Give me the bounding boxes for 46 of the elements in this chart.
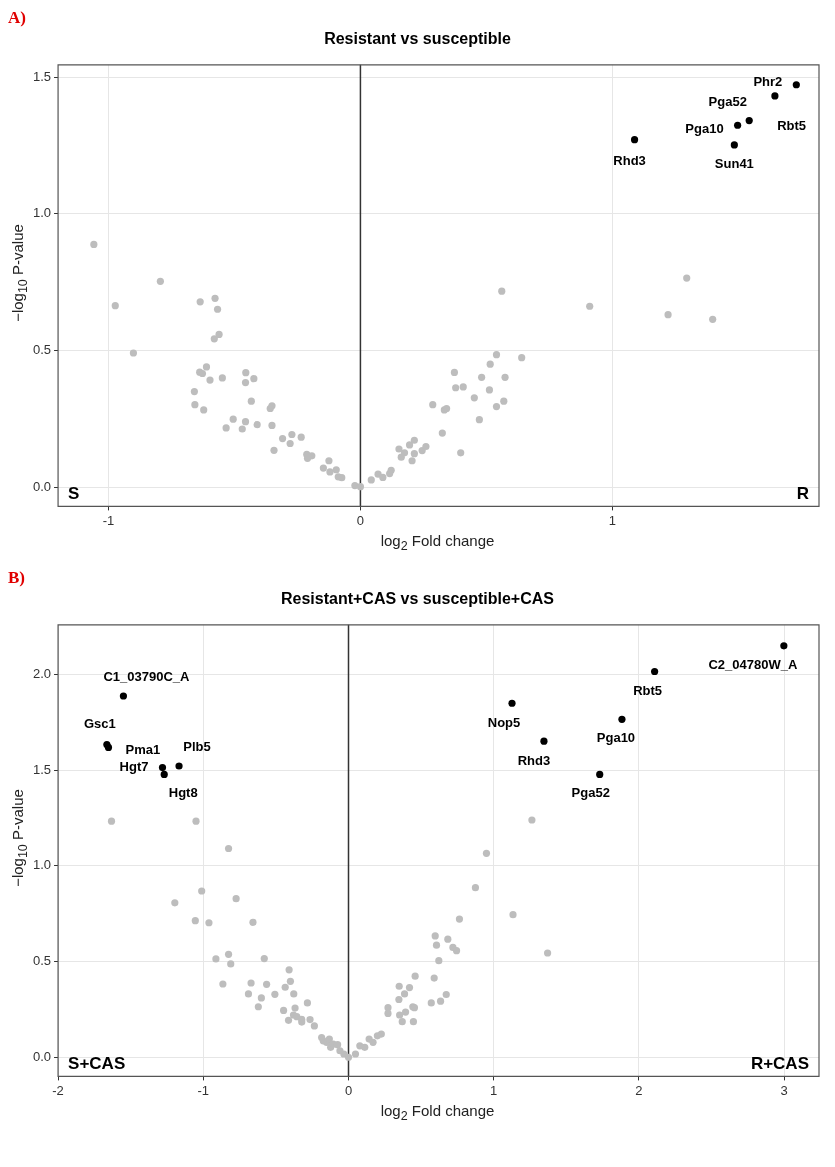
y-tick-label: 0.5 — [32, 953, 52, 969]
y-tick-label: 1.0 — [32, 857, 52, 873]
text: A) — [8, 8, 27, 29]
x-tick-label: 0 — [356, 512, 365, 528]
annotation: Rhd3 — [613, 153, 646, 169]
y-tick-label: 0.0 — [32, 478, 52, 494]
x-axis-title: log$_{2}$ Fold change — [379, 532, 496, 554]
x-tick-label: 2 — [635, 1082, 643, 1098]
x-tick-label: 3 — [780, 1082, 788, 1098]
annotation: S+CAS — [68, 1053, 126, 1073]
annotation: Hgt8 — [168, 785, 198, 801]
chart-title: Resistant vs susceptible — [323, 30, 512, 49]
x-tick-label: 0 — [344, 1082, 353, 1098]
text: B) — [8, 568, 26, 589]
annotation: Pga52 — [571, 785, 610, 801]
annotation: S — [68, 483, 80, 503]
annotation: Gsc1 — [83, 716, 116, 732]
x-tick-label: 1 — [608, 512, 617, 528]
x-tick-label: -2 — [52, 1082, 64, 1098]
annotation: Pga52 — [708, 93, 747, 109]
x-tick-label: -1 — [197, 1082, 210, 1098]
y-tick-label: 1.5 — [32, 761, 52, 777]
x-tick-label: -1 — [102, 512, 115, 528]
annotation: Nop5 — [487, 714, 521, 730]
annotation: Pga10 — [685, 120, 724, 136]
annotation: Rhd3 — [517, 752, 551, 768]
annotation: Plb5 — [183, 738, 211, 754]
chart-title: Resistant+CAS vs susceptible+CAS — [280, 590, 555, 609]
annotation: Pma1 — [125, 742, 161, 758]
y-tick-label: 0.0 — [32, 1048, 52, 1064]
annotation: R+CAS — [750, 1053, 809, 1073]
annotation: Phr2 — [753, 74, 783, 90]
y-tick-label: 0.5 — [32, 342, 52, 358]
annotation: Pga10 — [596, 729, 636, 745]
annotation: Sun41 — [714, 156, 754, 172]
x-axis-title: log$_{2}$ Fold change — [379, 1102, 496, 1124]
annotation: C2_04780W_A — [708, 657, 798, 673]
annotation: Hgt7 — [119, 759, 149, 775]
y-tick-label: 1.0 — [32, 205, 52, 221]
annotation: Rbt5 — [633, 683, 663, 699]
annotation: R — [796, 483, 809, 503]
y-tick-label: 1.5 — [32, 68, 52, 84]
annotation: C1_03790C_A — [103, 668, 191, 684]
annotation: Rbt5 — [777, 118, 807, 134]
x-tick-label: 1 — [490, 1082, 498, 1098]
y-tick-label: 2.0 — [32, 666, 52, 682]
